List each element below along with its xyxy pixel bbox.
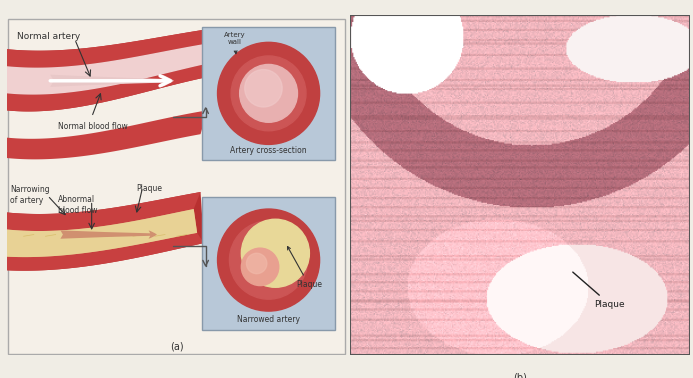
Text: Normal artery: Normal artery <box>17 32 80 41</box>
Polygon shape <box>7 64 211 112</box>
Text: Narrowed artery: Narrowed artery <box>237 315 300 324</box>
FancyBboxPatch shape <box>202 197 335 330</box>
Circle shape <box>231 56 306 131</box>
Circle shape <box>247 253 267 274</box>
Polygon shape <box>7 209 197 257</box>
Polygon shape <box>7 233 204 271</box>
Text: Plaque: Plaque <box>288 246 322 289</box>
Polygon shape <box>7 29 211 112</box>
Circle shape <box>218 42 319 144</box>
Circle shape <box>245 70 282 107</box>
Circle shape <box>241 248 279 286</box>
Text: (a): (a) <box>170 342 184 352</box>
Polygon shape <box>7 192 204 271</box>
Polygon shape <box>7 192 200 231</box>
Polygon shape <box>7 44 204 94</box>
Polygon shape <box>7 110 207 160</box>
FancyBboxPatch shape <box>8 19 345 354</box>
Text: Artery
wall: Artery wall <box>224 33 245 54</box>
Text: Artery cross-section: Artery cross-section <box>230 146 307 155</box>
Text: Normal blood flow: Normal blood flow <box>58 122 128 131</box>
Text: Plaque: Plaque <box>573 272 625 309</box>
Circle shape <box>241 219 309 287</box>
Text: Plaque: Plaque <box>136 183 162 192</box>
Text: (b): (b) <box>513 372 527 378</box>
Polygon shape <box>7 209 197 257</box>
Text: Narrowing
of artery: Narrowing of artery <box>10 185 50 204</box>
FancyBboxPatch shape <box>202 27 335 160</box>
Circle shape <box>218 209 319 311</box>
Circle shape <box>240 64 297 122</box>
Polygon shape <box>7 29 211 68</box>
Text: Abnormal
blood flow: Abnormal blood flow <box>58 195 97 215</box>
Circle shape <box>229 221 308 299</box>
